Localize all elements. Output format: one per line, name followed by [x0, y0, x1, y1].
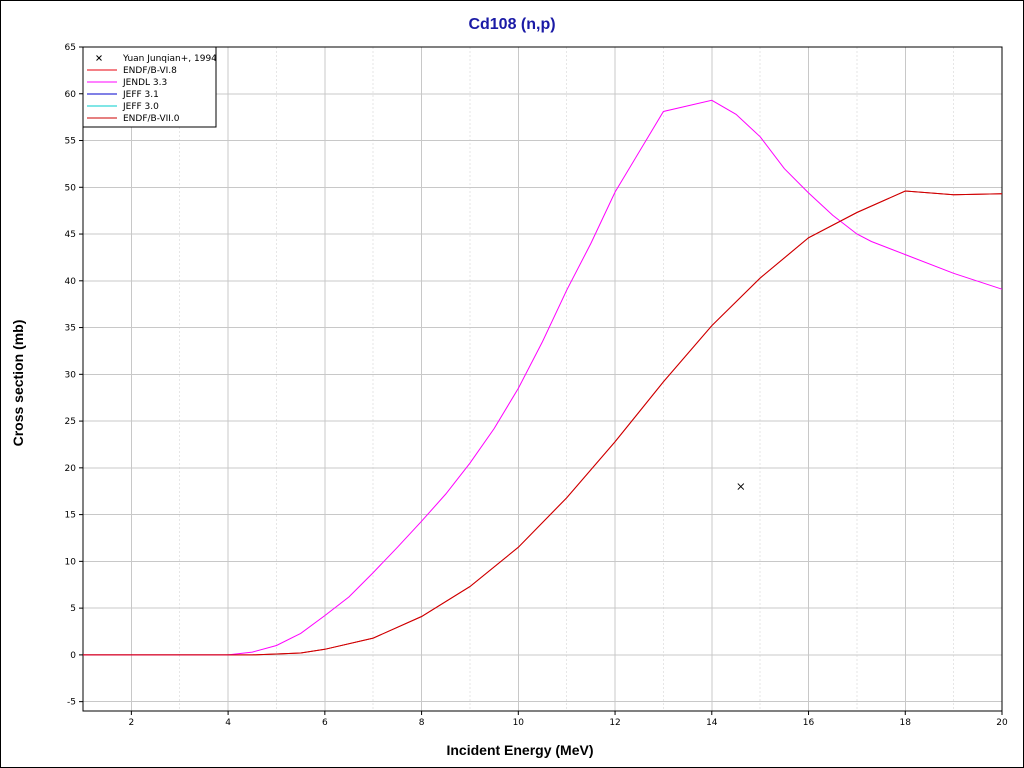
legend-label: Yuan Junqian+, 1994: [122, 54, 217, 64]
y-tick-label: 15: [65, 511, 76, 521]
legend-box: [82, 46, 217, 128]
y-tick-label: 20: [65, 464, 77, 474]
chart-title: Cd108 (n,p): [468, 16, 555, 33]
x-tick-label: 6: [322, 718, 328, 728]
y-tick-label: 0: [70, 651, 76, 661]
legend-label: ENDF/B-VI.8: [123, 66, 177, 76]
x-tick-label: 20: [996, 718, 1008, 728]
x-axis: 2 4 6 8 10 12 14 16 18 20: [129, 711, 1008, 728]
legend-label: JEFF 3.0: [122, 102, 159, 112]
legend-label: JEFF 3.1: [122, 90, 159, 100]
y-tick-label: 5: [70, 604, 76, 614]
y-tick-label: 35: [65, 324, 76, 334]
y-axis-label: Cross section (mb): [10, 320, 26, 447]
legend-item: JEFF 3.1: [87, 90, 159, 100]
y-tick-label: 40: [65, 277, 77, 287]
x-tick-label: 10: [513, 718, 525, 728]
legend-item: JENDL 3.3: [87, 78, 167, 88]
y-tick-label: 10: [65, 557, 77, 567]
y-tick-label: -5: [67, 698, 76, 708]
x-axis-label: Incident Energy (MeV): [446, 742, 593, 758]
series-line-jendl-3-3: [83, 99, 1003, 656]
legend: Yuan Junqian+, 1994 ENDF/B-VI.8 JENDL 3.3 J…: [82, 46, 217, 128]
series-line-endf-b-vi-8: [83, 190, 1003, 656]
legend-label: JENDL 3.3: [122, 78, 167, 88]
plot-area: [82, 46, 1003, 712]
legend-item: Yuan Junqian+, 1994: [96, 54, 217, 64]
y-tick-label: 65: [65, 43, 76, 53]
x-tick-label: 8: [419, 718, 425, 728]
legend-item: ENDF/B-VI.8: [87, 66, 177, 76]
grid: [82, 46, 1003, 711]
x-tick-label: 14: [706, 718, 718, 728]
y-axis: -5 0 5 10 15 20 25 30 35 40 45 50 55 60 65: [65, 43, 83, 708]
series-line-endf-b-vii-0: [83, 190, 1003, 656]
legend-item: JEFF 3.0: [87, 102, 159, 112]
x-tick-label: 12: [609, 718, 620, 728]
y-tick-label: 50: [65, 183, 77, 193]
y-tick-label: 60: [65, 90, 77, 100]
legend-item: ENDF/B-VII.0: [87, 114, 180, 124]
y-tick-label: 55: [65, 137, 76, 147]
y-tick-label: 45: [65, 230, 76, 240]
x-tick-label: 4: [225, 718, 231, 728]
series-layer: [83, 99, 1003, 656]
y-tick-label: 30: [65, 370, 77, 380]
x-tick-label: 16: [803, 718, 815, 728]
x-tick-label: 18: [900, 718, 912, 728]
data-point-marker: [737, 483, 745, 490]
legend-label: ENDF/B-VII.0: [123, 114, 180, 124]
y-tick-label: 25: [65, 417, 76, 427]
x-tick-label: 2: [129, 718, 135, 728]
